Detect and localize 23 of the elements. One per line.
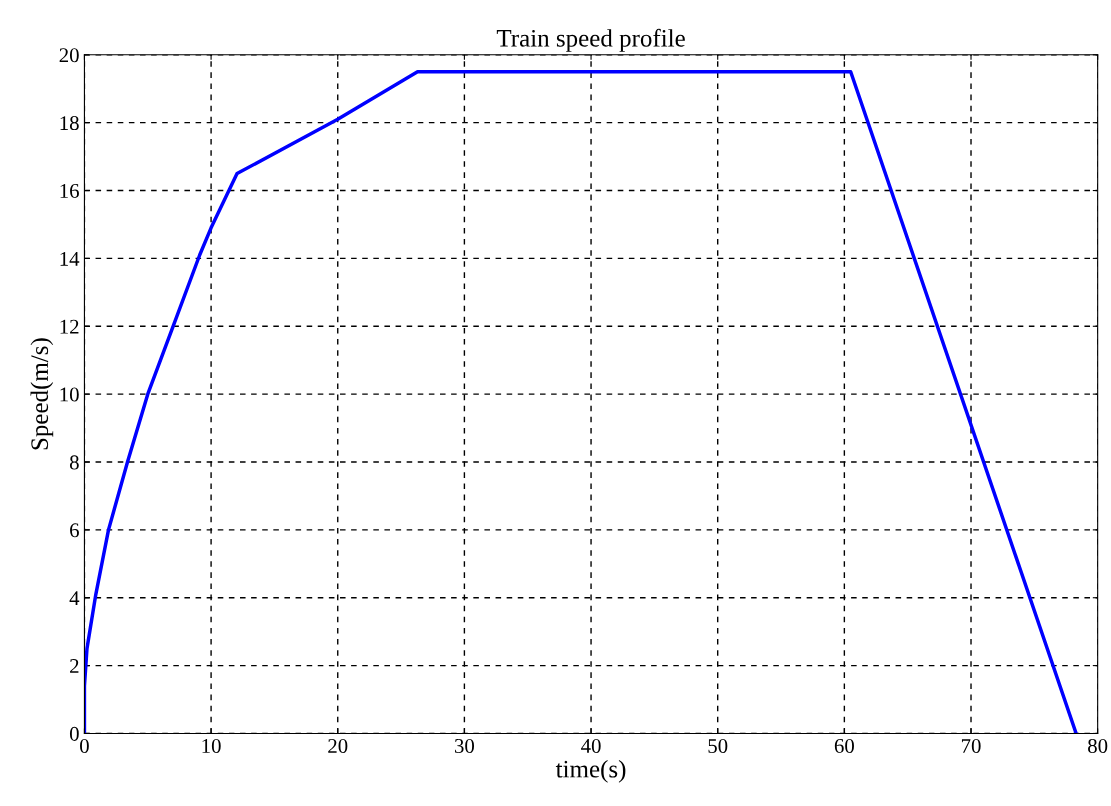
y-tick-label: 8 bbox=[69, 455, 79, 470]
x-tick-label: 50 bbox=[708, 738, 728, 753]
y-tick-label: 14 bbox=[60, 251, 80, 266]
x-tick-label: 30 bbox=[454, 738, 475, 753]
x-tick-label: 80 bbox=[1088, 738, 1108, 753]
x-tick-label: 40 bbox=[581, 738, 601, 753]
y-tick-label: 0 bbox=[69, 726, 79, 741]
y-tick-label: 12 bbox=[60, 319, 79, 334]
x-tick-label: 20 bbox=[328, 738, 348, 753]
x-tick-label: 70 bbox=[961, 738, 981, 753]
y-tick-label: 10 bbox=[60, 387, 79, 402]
y-tick-label: 4 bbox=[69, 591, 80, 605]
y-tick-label: 18 bbox=[60, 116, 79, 131]
y-tick-label: 20 bbox=[59, 48, 79, 63]
line-series bbox=[84, 70, 1078, 734]
chart-title: Train speed profile bbox=[496, 28, 685, 52]
x-tick-label: 60 bbox=[834, 738, 854, 753]
x-tick-label: 10 bbox=[202, 738, 221, 753]
y-axis-title: Speed(m/s) bbox=[30, 338, 54, 450]
y-tick-label: 6 bbox=[70, 523, 79, 538]
y-tick-label: 16 bbox=[60, 183, 79, 198]
y-tick-label: 2 bbox=[70, 659, 79, 673]
x-axis-title: time(s) bbox=[555, 759, 626, 783]
